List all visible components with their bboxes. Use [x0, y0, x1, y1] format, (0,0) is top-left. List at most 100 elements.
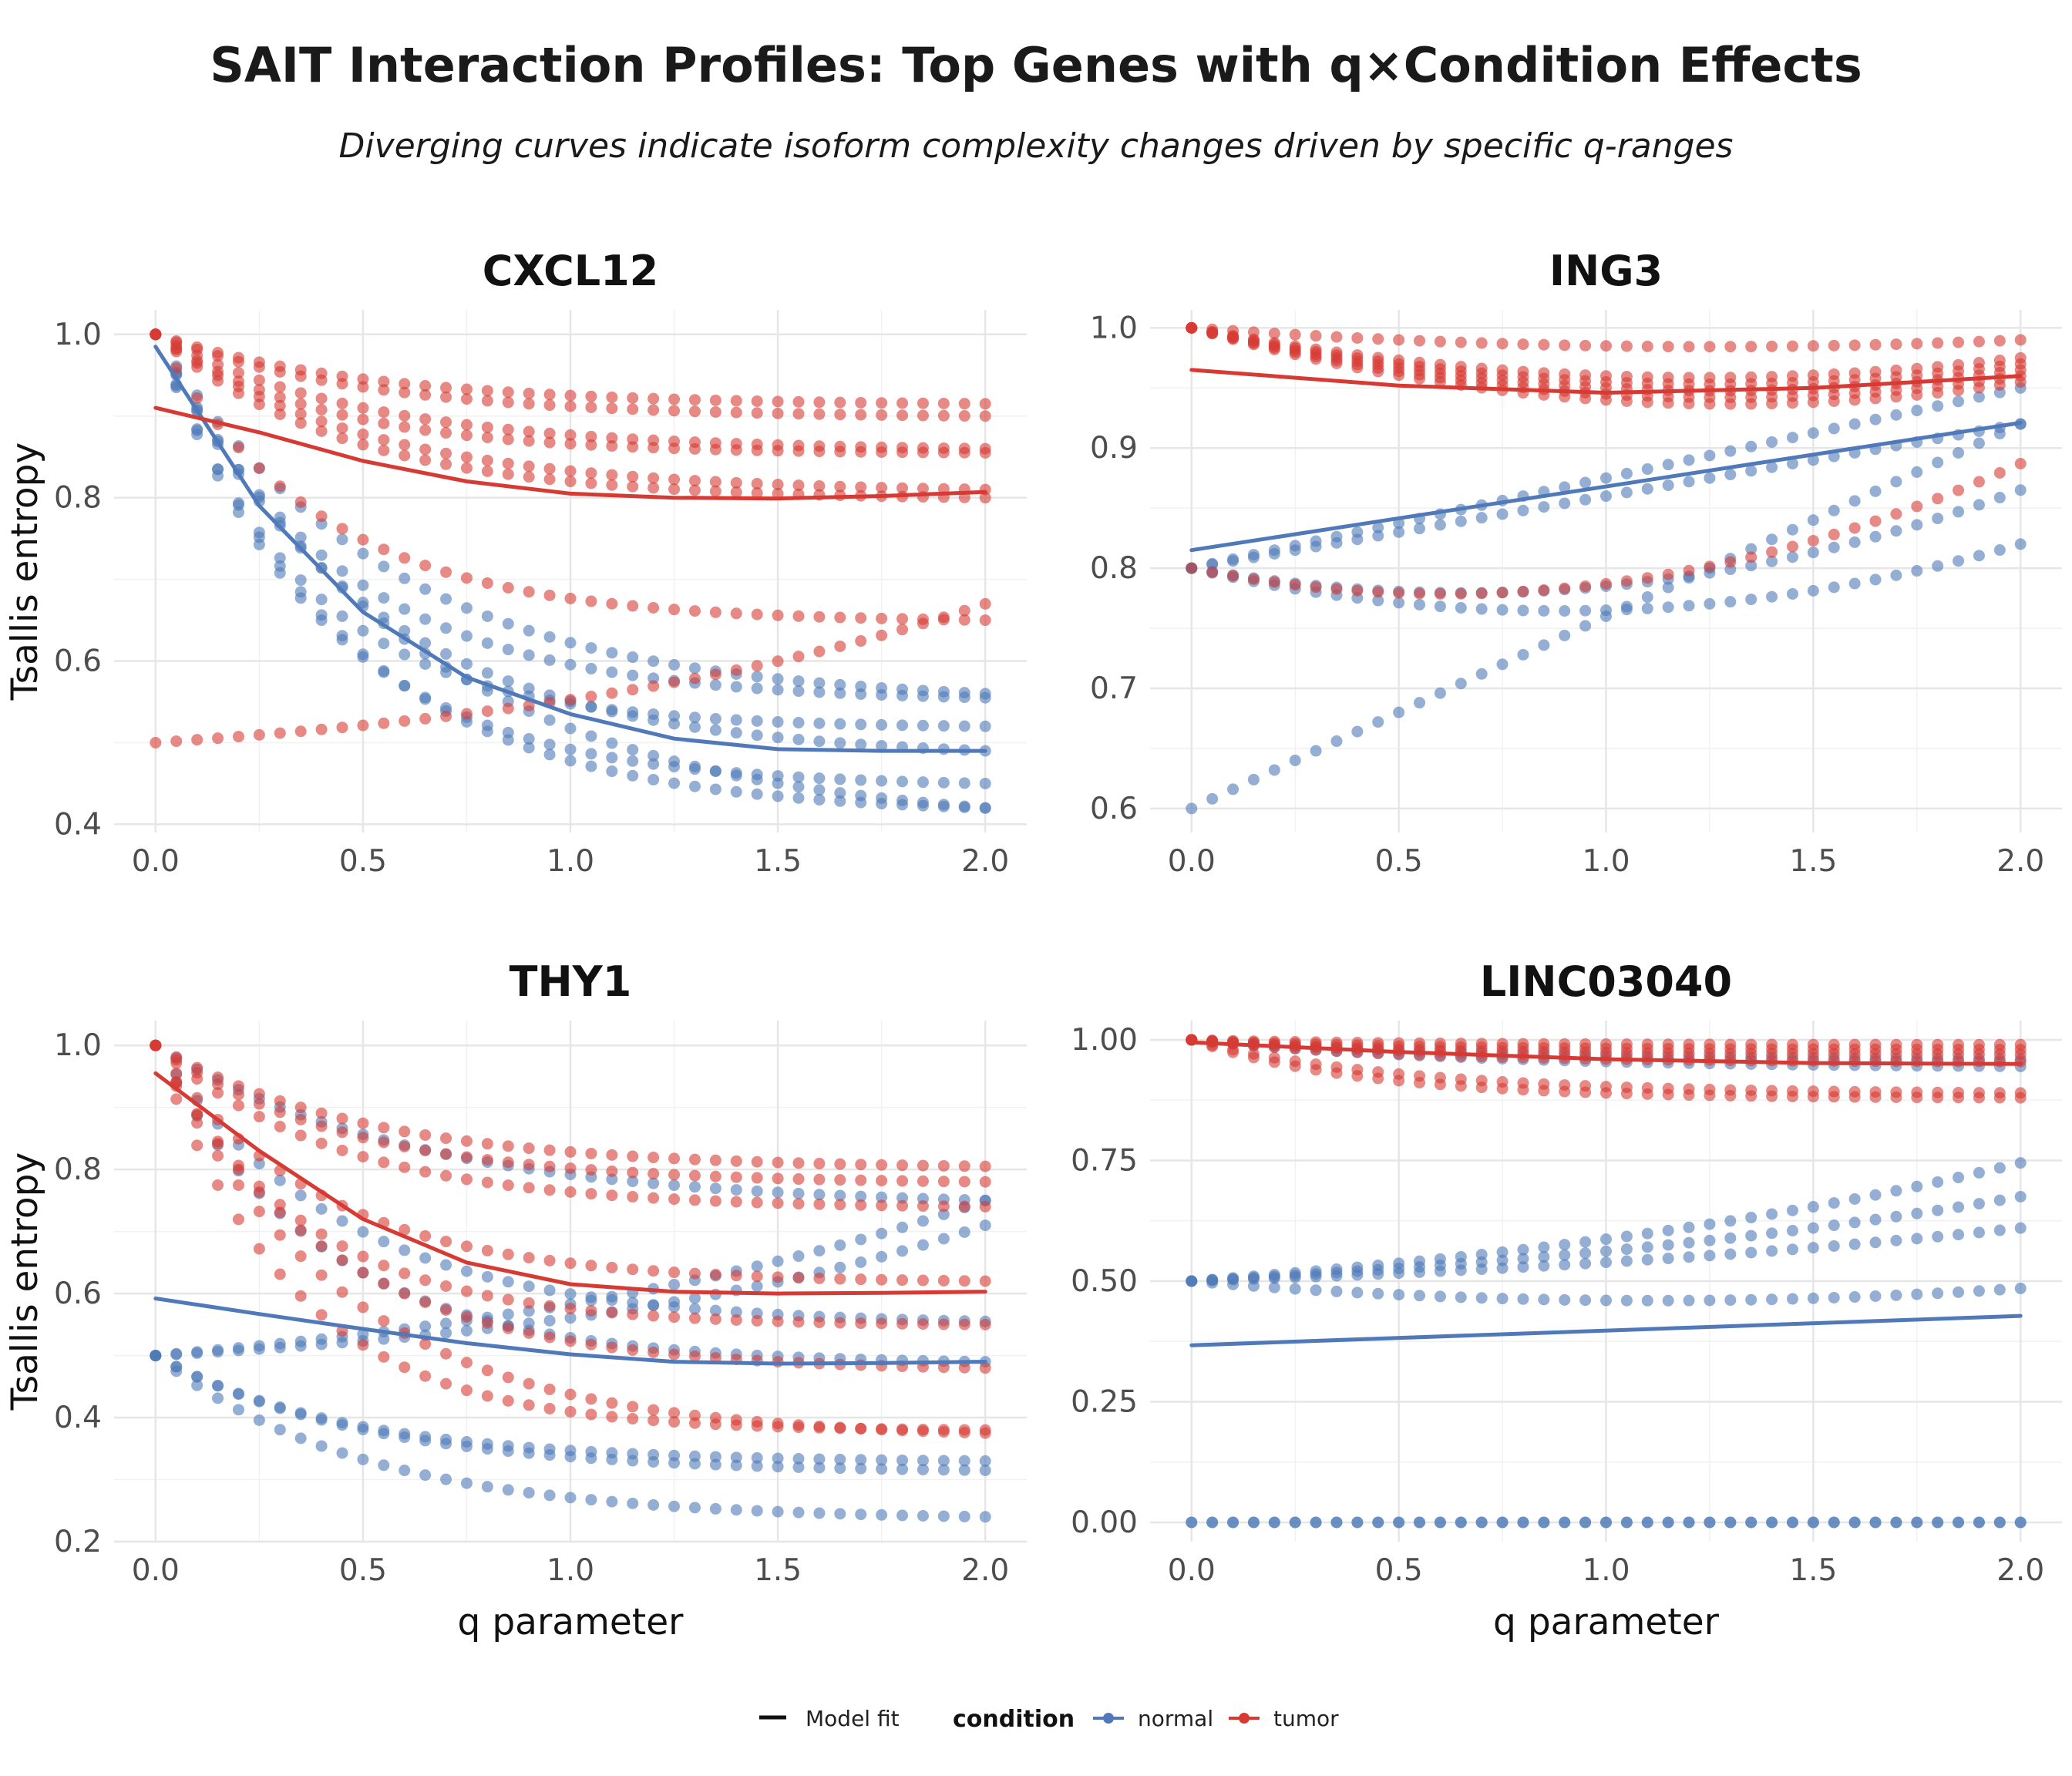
data-point: [627, 1166, 639, 1179]
data-point: [191, 1108, 204, 1121]
data-point: [1579, 580, 1592, 593]
data-point: [688, 1303, 701, 1315]
data-point: [627, 769, 639, 782]
data-point: [1641, 340, 1653, 352]
data-point: [1807, 514, 1819, 526]
data-point: [606, 752, 618, 764]
data-point: [1869, 1516, 1882, 1529]
data-point: [834, 480, 846, 493]
data-point: [1247, 1280, 1260, 1292]
data-point: [481, 1270, 493, 1283]
data-point: [1683, 1221, 1695, 1233]
data-point: [419, 691, 432, 704]
data-point: [585, 730, 597, 742]
data-point: [543, 738, 556, 751]
y-tick-label: 0.4: [54, 807, 102, 842]
data-point: [1745, 1516, 1758, 1529]
data-point: [1496, 587, 1509, 599]
data-point: [191, 1379, 204, 1391]
data-point: [1807, 1222, 1819, 1234]
data-point: [772, 1197, 784, 1209]
data-point: [1745, 440, 1758, 452]
data-point: [336, 397, 348, 409]
data-point: [1310, 581, 1322, 594]
legend-normal-label: normal: [1138, 1706, 1213, 1731]
data-point: [937, 1318, 950, 1330]
data-point: [1766, 1227, 1778, 1240]
data-point: [1766, 1293, 1778, 1306]
data-point: [958, 1200, 970, 1213]
data-point: [1641, 1516, 1653, 1529]
data-point: [378, 560, 390, 573]
data-point: [1973, 382, 1985, 394]
data-point: [855, 481, 867, 493]
data-point: [212, 1087, 224, 1099]
data-point: [1911, 388, 1923, 401]
data-point: [668, 1278, 681, 1290]
data-point: [979, 1176, 991, 1188]
data-point: [191, 1371, 204, 1383]
data-point: [1973, 437, 1985, 449]
data-point: [896, 683, 909, 695]
data-point: [170, 1057, 183, 1069]
data-point: [274, 381, 286, 393]
data-point: [399, 624, 411, 637]
data-point: [1869, 485, 1882, 497]
data-point: [688, 394, 701, 406]
data-point: [212, 732, 224, 745]
data-point: [834, 1239, 846, 1251]
data-point: [1434, 519, 1446, 531]
y-tick-label: 0.8: [1090, 551, 1138, 586]
data-point: [1786, 1293, 1798, 1305]
data-point: [813, 1245, 826, 1257]
data-point: [979, 1464, 991, 1476]
data-point: [440, 1327, 452, 1339]
data-point: [543, 1254, 556, 1266]
data-point: [668, 1301, 681, 1314]
panel-linc03040: LINC03040 0.00 0.25 0.50 0.75 1.00 0.0 0.5 1.0 1.…: [1071, 957, 2062, 1643]
data-point: [1268, 576, 1280, 588]
data-point: [648, 1192, 660, 1204]
data-point: [937, 1233, 950, 1245]
data-point: [1538, 1251, 1550, 1263]
y-tick-label: 0.9: [1090, 431, 1138, 466]
data-point: [294, 1214, 307, 1226]
data-point: [419, 1320, 432, 1333]
data-point: [440, 1259, 452, 1271]
data-point: [419, 560, 432, 572]
data-point: [357, 719, 369, 732]
data-point: [357, 1151, 369, 1163]
data-point: [958, 720, 970, 732]
data-point: [606, 1149, 618, 1161]
data-point: [709, 1418, 722, 1431]
data-point: [937, 720, 950, 732]
data-point: [274, 1095, 286, 1107]
data-point: [1869, 530, 1882, 543]
data-point: [855, 1462, 867, 1475]
data-point: [834, 640, 846, 652]
data-point: [1620, 486, 1633, 499]
data-point: [730, 1184, 742, 1196]
data-point: [1662, 568, 1674, 580]
y-tick-label: 0.8: [54, 481, 102, 516]
data-point: [606, 1307, 618, 1319]
data-point: [294, 408, 307, 420]
data-point: [294, 1189, 307, 1202]
data-point: [813, 1462, 826, 1474]
data-point: [543, 436, 556, 449]
data-point: [1848, 394, 1861, 406]
data-point: [440, 447, 452, 459]
data-point: [1973, 1198, 1985, 1210]
data-point: [1662, 1294, 1674, 1307]
data-point: [419, 1229, 432, 1242]
data-point: [1372, 365, 1384, 378]
panel-thy1: THY1 0.2 0.4 0.6 0.8 1.0 0.0 0.5 1.0 1.5 2.0 Tsalli…: [4, 957, 1027, 1643]
data-point: [917, 1159, 929, 1172]
data-point: [1289, 1283, 1301, 1295]
data-point: [1953, 395, 1965, 408]
data-point: [336, 409, 348, 421]
data-point: [606, 1294, 618, 1307]
data-point: [564, 1405, 577, 1418]
data-point: [648, 1299, 660, 1311]
data-point: [1953, 1201, 1965, 1213]
